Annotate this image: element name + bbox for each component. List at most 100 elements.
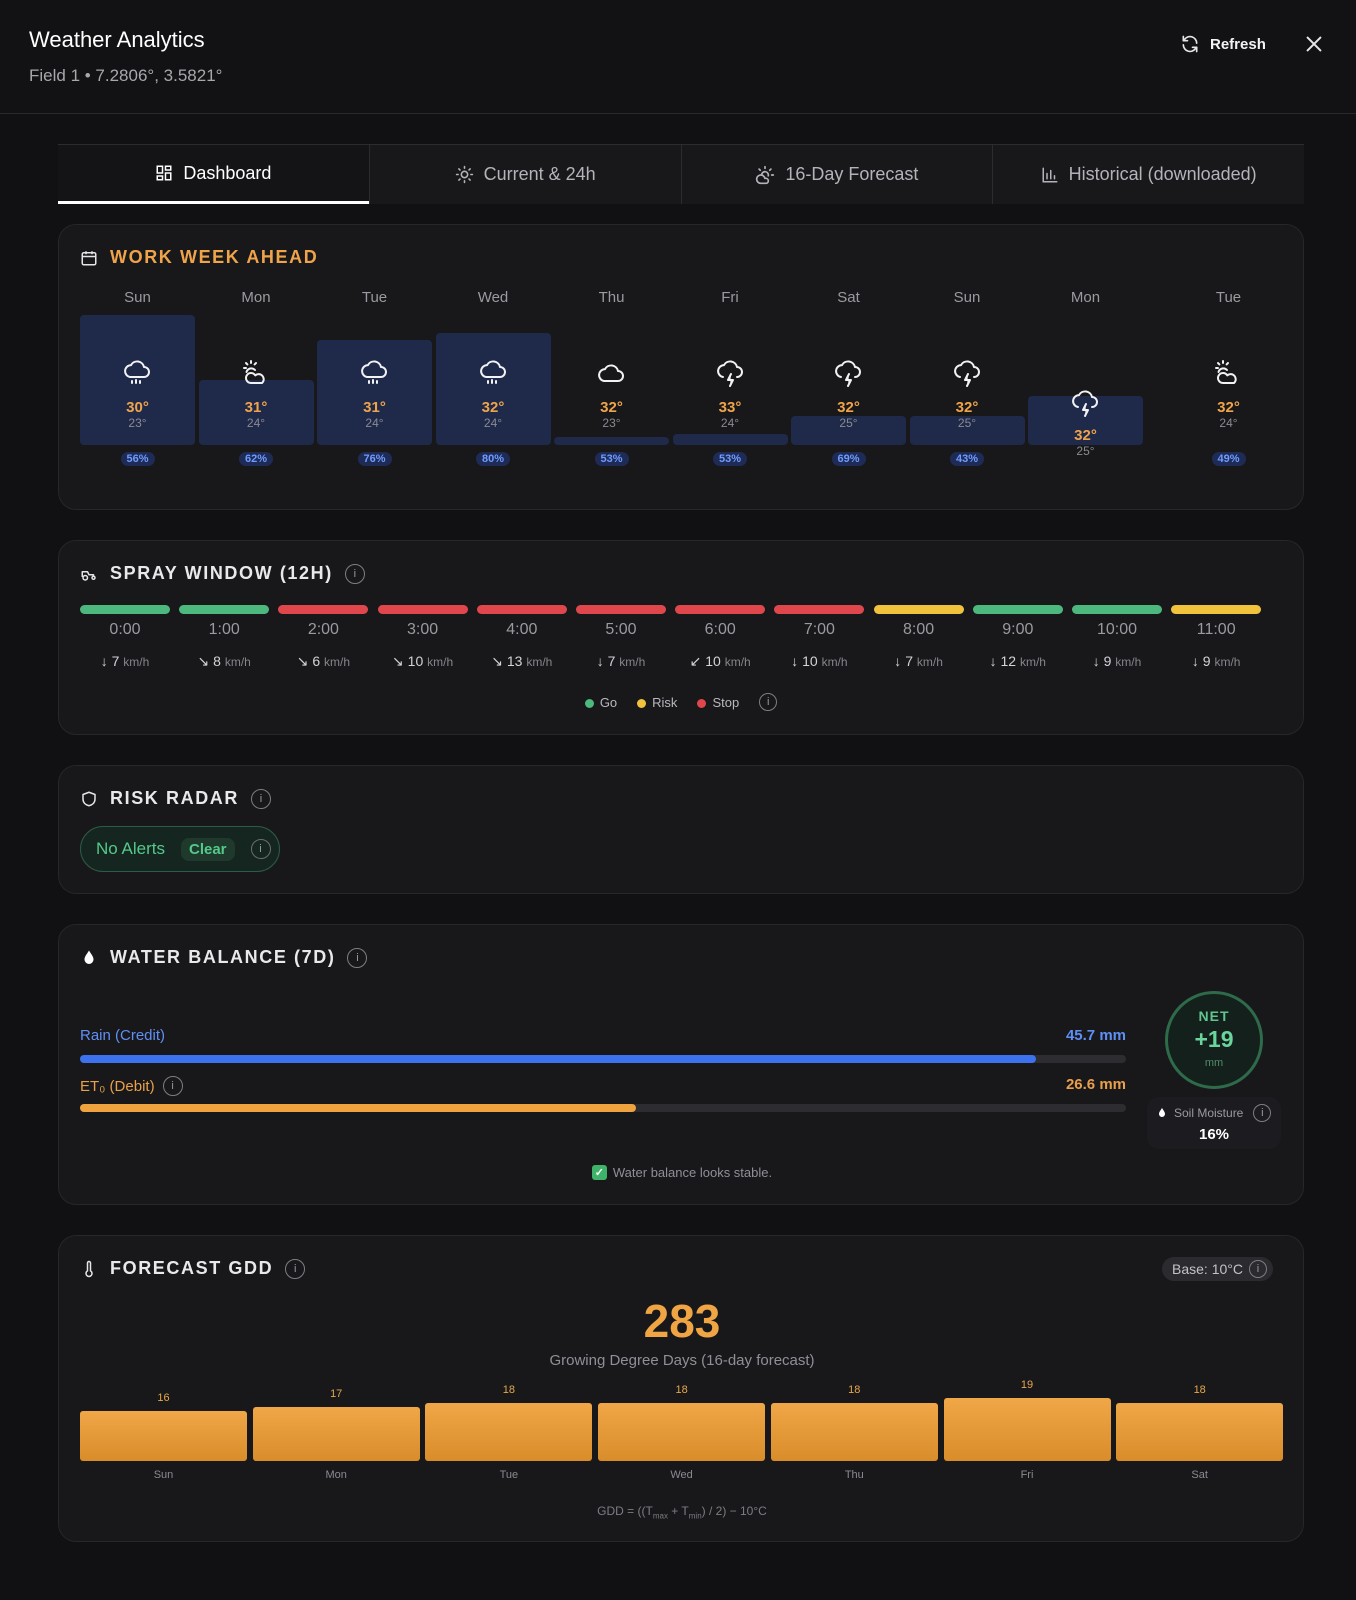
precip-bar bbox=[198, 380, 314, 445]
rain-cloud-icon bbox=[477, 357, 509, 389]
wind-unit: km/h bbox=[821, 655, 848, 669]
tab-label: Historical (downloaded) bbox=[1068, 164, 1257, 184]
partly-cloudy-icon bbox=[1212, 357, 1244, 389]
thunderstorm-icon bbox=[951, 357, 983, 389]
wind-speed: 9 bbox=[1103, 653, 1112, 669]
precip-badge: 80% bbox=[476, 452, 510, 466]
close-button[interactable] bbox=[1303, 33, 1325, 55]
hour-label: 6:00 bbox=[704, 621, 736, 638]
soil-moisture: Soil Moisture i 16% bbox=[1147, 1097, 1281, 1149]
day-name: Mon bbox=[1070, 289, 1101, 306]
precip-badge: 53% bbox=[713, 452, 747, 466]
wind-speed: 10 bbox=[802, 653, 818, 669]
temp-high: 32° bbox=[1217, 399, 1240, 416]
temp-high: 31° bbox=[363, 399, 386, 416]
gdd-day-label: Mon bbox=[325, 1469, 347, 1481]
gdd-day-label: Thu bbox=[844, 1469, 864, 1481]
day-name: Sun bbox=[124, 289, 151, 306]
wind-speed: 7 bbox=[905, 653, 913, 669]
wind-speed: 13 bbox=[506, 653, 523, 669]
header: Weather Analytics Field 1 • 7.2806°, 3.5… bbox=[0, 0, 1356, 114]
legend-stop: Stop bbox=[697, 695, 739, 710]
gdd-info-icon[interactable]: i bbox=[285, 1258, 306, 1279]
rain-label: Rain (Credit) bbox=[80, 1027, 166, 1044]
wind-reading: ↓ 7 km/h bbox=[873, 653, 965, 669]
wind-arrow-icon: ↓ bbox=[989, 653, 997, 669]
day-name: Wed bbox=[477, 289, 509, 306]
work-week-card: WORK WEEK AHEAD Sun 30° 23° 56% Mon 31° … bbox=[58, 224, 1304, 510]
spray-legend: Go Risk Stop i bbox=[59, 693, 1303, 711]
spray-info-icon[interactable]: i bbox=[344, 563, 365, 584]
risk-info-icon[interactable]: i bbox=[251, 788, 272, 809]
gdd-day-label: Tue bbox=[499, 1469, 519, 1481]
gdd-subtitle: Growing Degree Days (16-day forecast) bbox=[549, 1352, 815, 1369]
day-column: Tue 32° 24° 49% bbox=[1171, 281, 1286, 481]
spray-status-stop bbox=[278, 605, 369, 614]
precip-bar bbox=[672, 434, 788, 445]
day-column: Mon 32° 25° bbox=[1028, 281, 1143, 481]
wind-speed: 7 bbox=[111, 653, 120, 669]
temp-low: 24° bbox=[720, 416, 740, 430]
soil-info-icon[interactable]: i bbox=[1253, 1104, 1272, 1122]
refresh-button[interactable]: Refresh bbox=[1180, 32, 1266, 56]
temp-high: 32° bbox=[1074, 427, 1097, 444]
day-name: Mon bbox=[241, 289, 271, 306]
temp-low: 23° bbox=[128, 416, 147, 430]
water-drop-icon bbox=[84, 950, 94, 964]
legend-risk: Risk bbox=[637, 695, 677, 710]
risk-radar-card: RISK RADAR i No Alerts Clear i bbox=[58, 765, 1304, 894]
gdd-bar bbox=[1116, 1403, 1284, 1461]
alert-info-icon[interactable]: i bbox=[250, 839, 271, 859]
hour-label: 1:00 bbox=[208, 621, 240, 638]
day-column: Sun 30° 23° 56% bbox=[80, 281, 195, 481]
spray-window-header: SPRAY WINDOW (12H) i bbox=[80, 563, 365, 584]
precip-badge: 43% bbox=[950, 452, 984, 466]
work-week-header: WORK WEEK AHEAD bbox=[80, 247, 318, 268]
precip-badge: 49% bbox=[1211, 452, 1246, 466]
base-temp: Base: 10°C bbox=[1172, 1261, 1243, 1277]
precip-badge: 69% bbox=[831, 452, 866, 466]
gdd-header: FORECAST GDD i bbox=[80, 1258, 306, 1279]
tab-dashboard[interactable]: Dashboard bbox=[58, 145, 369, 204]
hour-label: 10:00 bbox=[1096, 621, 1138, 638]
tab-historical[interactable]: Historical (downloaded) bbox=[992, 145, 1304, 204]
base-temp-badge: Base: 10°C i bbox=[1162, 1257, 1273, 1281]
day-columns: Sun 30° 23° 56% Mon 31° 24° 62% Tue 31° … bbox=[80, 281, 1286, 481]
wind-arrow-icon: ↓ bbox=[894, 653, 902, 669]
day-name: Thu bbox=[598, 289, 625, 306]
wind-unit: km/h bbox=[1214, 655, 1241, 669]
gdd-formula: GDD = ((Tmax + Tmin) / 2) − 10°C bbox=[597, 1504, 767, 1521]
wind-reading: ↘ 10 km/h bbox=[377, 653, 469, 670]
hour-label: 3:00 bbox=[407, 621, 439, 638]
spray-status-go bbox=[80, 605, 170, 614]
wind-unit: km/h bbox=[724, 655, 751, 669]
gdd-day-label: Fri bbox=[1020, 1469, 1034, 1481]
wind-reading: ↙ 10 km/h bbox=[674, 653, 766, 670]
water-info-icon[interactable]: i bbox=[347, 947, 368, 968]
temp-high: 32° bbox=[481, 399, 505, 416]
tab-current[interactable]: Current & 24h bbox=[368, 145, 681, 204]
temp-low: 24° bbox=[483, 416, 503, 430]
wind-arrow-icon: ↓ bbox=[100, 653, 108, 669]
tab-label: Current & 24h bbox=[483, 164, 596, 184]
legend-info-icon[interactable]: i bbox=[759, 693, 778, 711]
wind-reading: ↓ 10 km/h bbox=[773, 653, 865, 669]
water-balance-header: WATER BALANCE (7D) i bbox=[80, 947, 368, 968]
wind-unit: km/h bbox=[324, 655, 351, 669]
wind-reading: ↓ 7 km/h bbox=[575, 653, 667, 669]
rain-value: 45.7 mm bbox=[1065, 1027, 1126, 1044]
et-label: ET₀ (Debit) bbox=[80, 1077, 155, 1095]
et-bar bbox=[80, 1104, 637, 1112]
base-info-icon[interactable]: i bbox=[1248, 1260, 1267, 1278]
et-info-icon[interactable]: i bbox=[162, 1076, 183, 1096]
gdd-bar bbox=[252, 1407, 420, 1461]
tab-forecast[interactable]: 16-Day Forecast bbox=[680, 145, 993, 204]
wind-arrow-icon: ↘ bbox=[491, 653, 503, 669]
spray-status-go bbox=[972, 605, 1063, 614]
rain-cloud-icon bbox=[358, 357, 390, 389]
partly-cloudy-icon bbox=[240, 357, 272, 389]
day-name: Tue bbox=[1215, 289, 1242, 306]
gdd-bar bbox=[425, 1403, 593, 1461]
gdd-bar-value: 16 bbox=[157, 1392, 170, 1404]
gdd-bar-value: 18 bbox=[675, 1384, 688, 1396]
